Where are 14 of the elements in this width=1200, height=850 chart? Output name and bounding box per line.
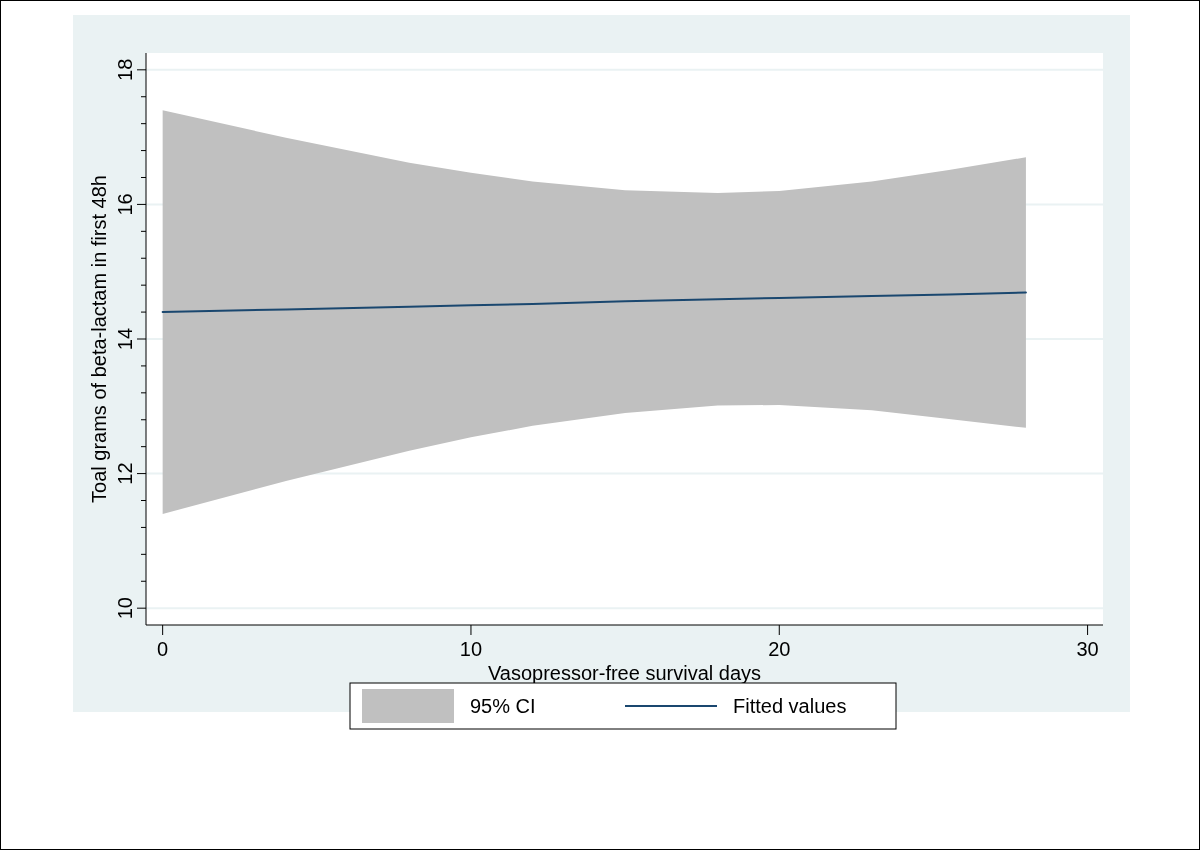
- x-axis-title: Vasopressor-free survival days: [487, 662, 762, 684]
- text: 95% CI: [470, 695, 536, 717]
- y-axis-title: Toal grams of beta-lactam in first 48h: [88, 175, 110, 503]
- y-tick-label: 16: [114, 193, 136, 216]
- y-tick-label: 18: [114, 58, 136, 81]
- legend-label: Fitted values: [733, 695, 847, 717]
- x-tick-label: 30: [1076, 638, 1099, 660]
- y-tick-label: 10: [114, 597, 136, 620]
- x-tick-label: 10: [459, 638, 483, 660]
- x-tick-label: 0: [157, 638, 169, 660]
- y-tick-label: 12: [114, 462, 136, 485]
- x-tick-label: 20: [768, 638, 791, 660]
- line-series: [161, 291, 1027, 314]
- y-tick-label: 14: [114, 327, 136, 351]
